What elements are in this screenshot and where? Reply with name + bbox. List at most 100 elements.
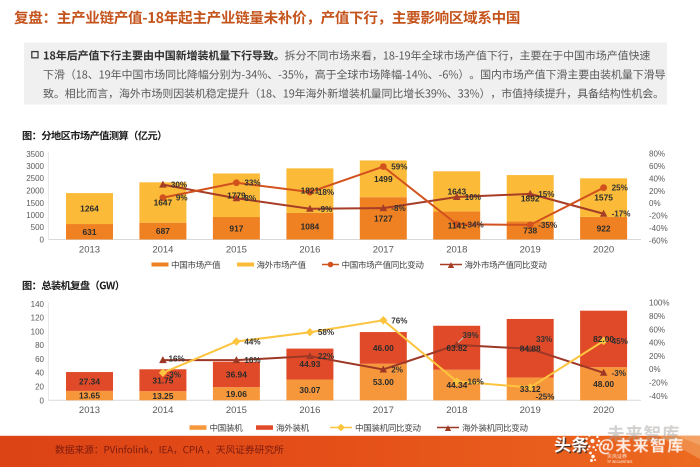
svg-text:-34%: -34% bbox=[465, 220, 484, 229]
svg-text:-16%: -16% bbox=[465, 377, 484, 386]
svg-text:16%: 16% bbox=[169, 355, 185, 364]
svg-text:100%: 100% bbox=[649, 299, 669, 308]
svg-text:82.00: 82.00 bbox=[593, 334, 614, 344]
svg-text:44%: 44% bbox=[244, 338, 260, 347]
svg-text:100: 100 bbox=[31, 327, 45, 336]
svg-text:120: 120 bbox=[31, 314, 45, 323]
svg-text:0%: 0% bbox=[649, 365, 661, 374]
svg-text:1821: 1821 bbox=[301, 186, 320, 196]
svg-text:60%: 60% bbox=[649, 325, 665, 334]
svg-text:1500: 1500 bbox=[26, 199, 44, 208]
svg-text:-20%: -20% bbox=[649, 212, 668, 221]
svg-text:44.93: 44.93 bbox=[299, 359, 320, 369]
svg-text:917: 917 bbox=[229, 223, 243, 233]
svg-text:59%: 59% bbox=[391, 163, 407, 172]
svg-text:2013: 2013 bbox=[79, 245, 100, 256]
svg-text:58%: 58% bbox=[318, 328, 334, 337]
svg-text:33.12: 33.12 bbox=[520, 384, 541, 394]
svg-text:-40%: -40% bbox=[649, 224, 668, 233]
svg-text:44.34: 44.34 bbox=[446, 380, 467, 390]
svg-text:48.00: 48.00 bbox=[593, 379, 614, 389]
svg-text:738: 738 bbox=[523, 226, 537, 236]
svg-text:-3%: -3% bbox=[167, 371, 181, 380]
svg-text:2020: 2020 bbox=[593, 245, 614, 256]
svg-text:53.00: 53.00 bbox=[373, 377, 394, 387]
svg-text:40%: 40% bbox=[649, 339, 665, 348]
svg-text:80%: 80% bbox=[649, 312, 665, 321]
svg-text:18%: 18% bbox=[318, 188, 334, 197]
svg-text:30%: 30% bbox=[171, 181, 187, 190]
svg-text:22%: 22% bbox=[318, 352, 334, 361]
svg-text:20: 20 bbox=[35, 383, 44, 392]
svg-text:2014: 2014 bbox=[152, 245, 173, 256]
svg-text:1643: 1643 bbox=[447, 187, 466, 197]
svg-text:45%: 45% bbox=[612, 337, 628, 346]
svg-text:20%: 20% bbox=[649, 352, 665, 361]
svg-text:2019: 2019 bbox=[520, 245, 541, 256]
svg-text:2018: 2018 bbox=[446, 405, 467, 416]
svg-text:31.75: 31.75 bbox=[152, 375, 173, 385]
svg-text:2%: 2% bbox=[391, 366, 403, 375]
svg-text:60: 60 bbox=[35, 355, 44, 364]
svg-text:140: 140 bbox=[31, 300, 45, 309]
svg-text:3500: 3500 bbox=[26, 150, 44, 159]
svg-text:0: 0 bbox=[40, 236, 45, 245]
svg-text:2020: 2020 bbox=[593, 405, 614, 416]
svg-text:2013: 2013 bbox=[79, 405, 100, 416]
svg-text:19.06: 19.06 bbox=[226, 389, 247, 399]
svg-text:-40%: -40% bbox=[649, 392, 668, 401]
svg-text:1000: 1000 bbox=[26, 211, 44, 220]
svg-text:10%: 10% bbox=[465, 193, 481, 202]
svg-text:15%: 15% bbox=[538, 190, 554, 199]
svg-text:1575: 1575 bbox=[594, 193, 613, 203]
svg-text:0: 0 bbox=[40, 396, 45, 405]
svg-text:2000: 2000 bbox=[26, 187, 44, 196]
svg-text:1727: 1727 bbox=[374, 213, 393, 223]
svg-text:2500: 2500 bbox=[26, 174, 44, 183]
svg-text:33%: 33% bbox=[244, 179, 260, 188]
svg-text:80%: 80% bbox=[649, 150, 665, 159]
svg-text:1779: 1779 bbox=[227, 190, 246, 200]
svg-text:-8%: -8% bbox=[391, 204, 405, 213]
svg-text:2019: 2019 bbox=[520, 405, 541, 416]
svg-text:922: 922 bbox=[597, 223, 611, 233]
svg-text:-60%: -60% bbox=[649, 236, 668, 245]
svg-text:30.07: 30.07 bbox=[299, 385, 320, 395]
svg-text:84.88: 84.88 bbox=[520, 343, 541, 353]
svg-text:1084: 1084 bbox=[301, 221, 320, 231]
svg-text:2016: 2016 bbox=[299, 405, 320, 416]
svg-text:1264: 1264 bbox=[80, 204, 99, 214]
svg-text:33%: 33% bbox=[536, 335, 552, 344]
svg-text:2014: 2014 bbox=[152, 405, 173, 416]
svg-text:500: 500 bbox=[31, 223, 45, 232]
svg-text:76%: 76% bbox=[391, 316, 407, 325]
svg-text:3000: 3000 bbox=[26, 162, 44, 171]
svg-text:1892: 1892 bbox=[521, 193, 540, 203]
svg-text:1499: 1499 bbox=[374, 174, 393, 184]
svg-text:40%: 40% bbox=[649, 174, 665, 183]
svg-text:80: 80 bbox=[35, 341, 44, 350]
svg-text:36.94: 36.94 bbox=[226, 370, 247, 380]
svg-text:2017: 2017 bbox=[373, 245, 394, 256]
svg-text:1141: 1141 bbox=[448, 221, 467, 231]
svg-text:40: 40 bbox=[35, 369, 44, 378]
svg-text:-20%: -20% bbox=[649, 379, 668, 388]
svg-text:2015: 2015 bbox=[226, 405, 247, 416]
svg-text:2016: 2016 bbox=[299, 245, 320, 256]
svg-text:-25%: -25% bbox=[536, 393, 555, 402]
svg-text:0%: 0% bbox=[649, 199, 661, 208]
svg-text:687: 687 bbox=[156, 226, 170, 236]
svg-text:-17%: -17% bbox=[612, 210, 631, 219]
svg-text:16%: 16% bbox=[244, 356, 260, 365]
svg-text:13.25: 13.25 bbox=[152, 391, 173, 401]
svg-text:2018: 2018 bbox=[446, 245, 467, 256]
svg-text:-9%: -9% bbox=[318, 205, 332, 214]
svg-text:25%: 25% bbox=[612, 184, 628, 193]
svg-text:27.34: 27.34 bbox=[79, 377, 100, 387]
svg-text:20%: 20% bbox=[649, 187, 665, 196]
svg-text:8%: 8% bbox=[244, 194, 256, 203]
svg-text:46.00: 46.00 bbox=[373, 343, 394, 353]
svg-text:63.82: 63.82 bbox=[446, 343, 467, 353]
svg-text:9%: 9% bbox=[176, 194, 188, 203]
svg-text:60%: 60% bbox=[649, 162, 665, 171]
